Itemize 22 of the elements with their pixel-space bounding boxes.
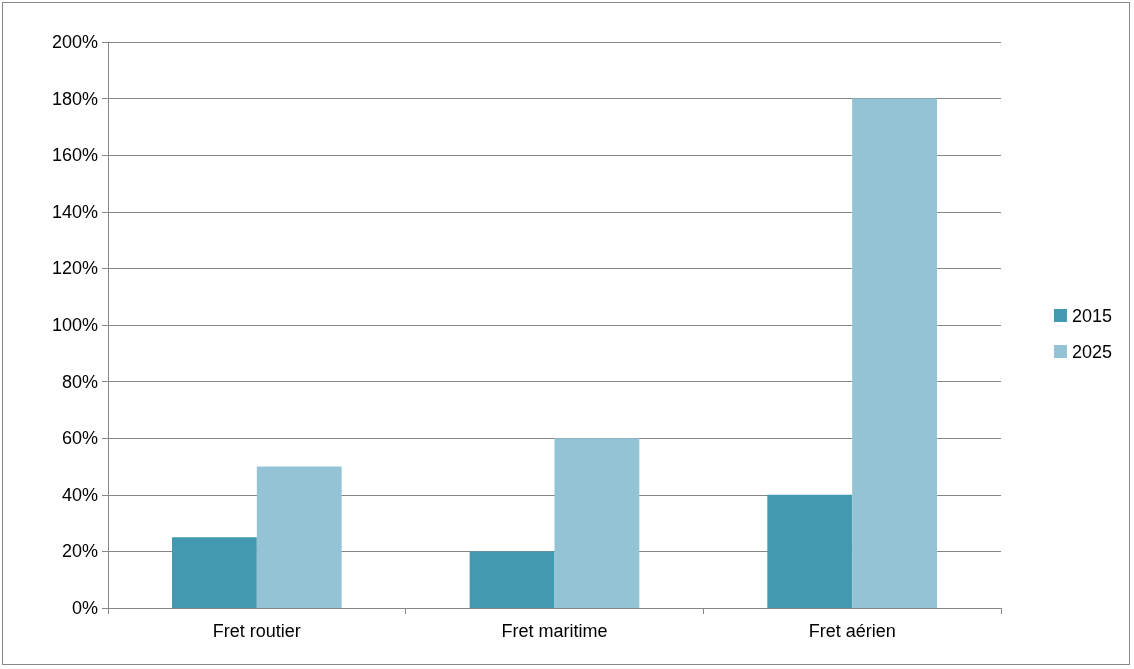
y-tick-label: 60% (61, 428, 98, 449)
y-tick-label: 120% (51, 258, 98, 279)
y-tick-label: 20% (61, 541, 98, 562)
bar (554, 438, 640, 608)
x-tick-label: Fret maritime (501, 621, 608, 641)
legend-label: 2015 (1071, 305, 1112, 326)
y-tick-label: 40% (61, 484, 98, 505)
y-tick-label: 100% (51, 315, 98, 335)
x-tick-label: Fret routier (212, 621, 301, 641)
bar (852, 98, 937, 608)
bar (469, 551, 555, 608)
y-tick-label: 200% (51, 32, 98, 52)
y-tick-label: 180% (51, 88, 98, 109)
bar (172, 537, 257, 608)
y-tick-label: 140% (51, 201, 98, 222)
y-tick-label: 80% (61, 371, 98, 392)
bar (767, 494, 853, 608)
bar (256, 466, 342, 608)
legend-label: 2025 (1071, 341, 1112, 362)
y-tick-label: 0% (71, 598, 98, 618)
x-tick-label: Fret aérien (808, 621, 896, 641)
y-tick-label: 160% (51, 145, 98, 166)
